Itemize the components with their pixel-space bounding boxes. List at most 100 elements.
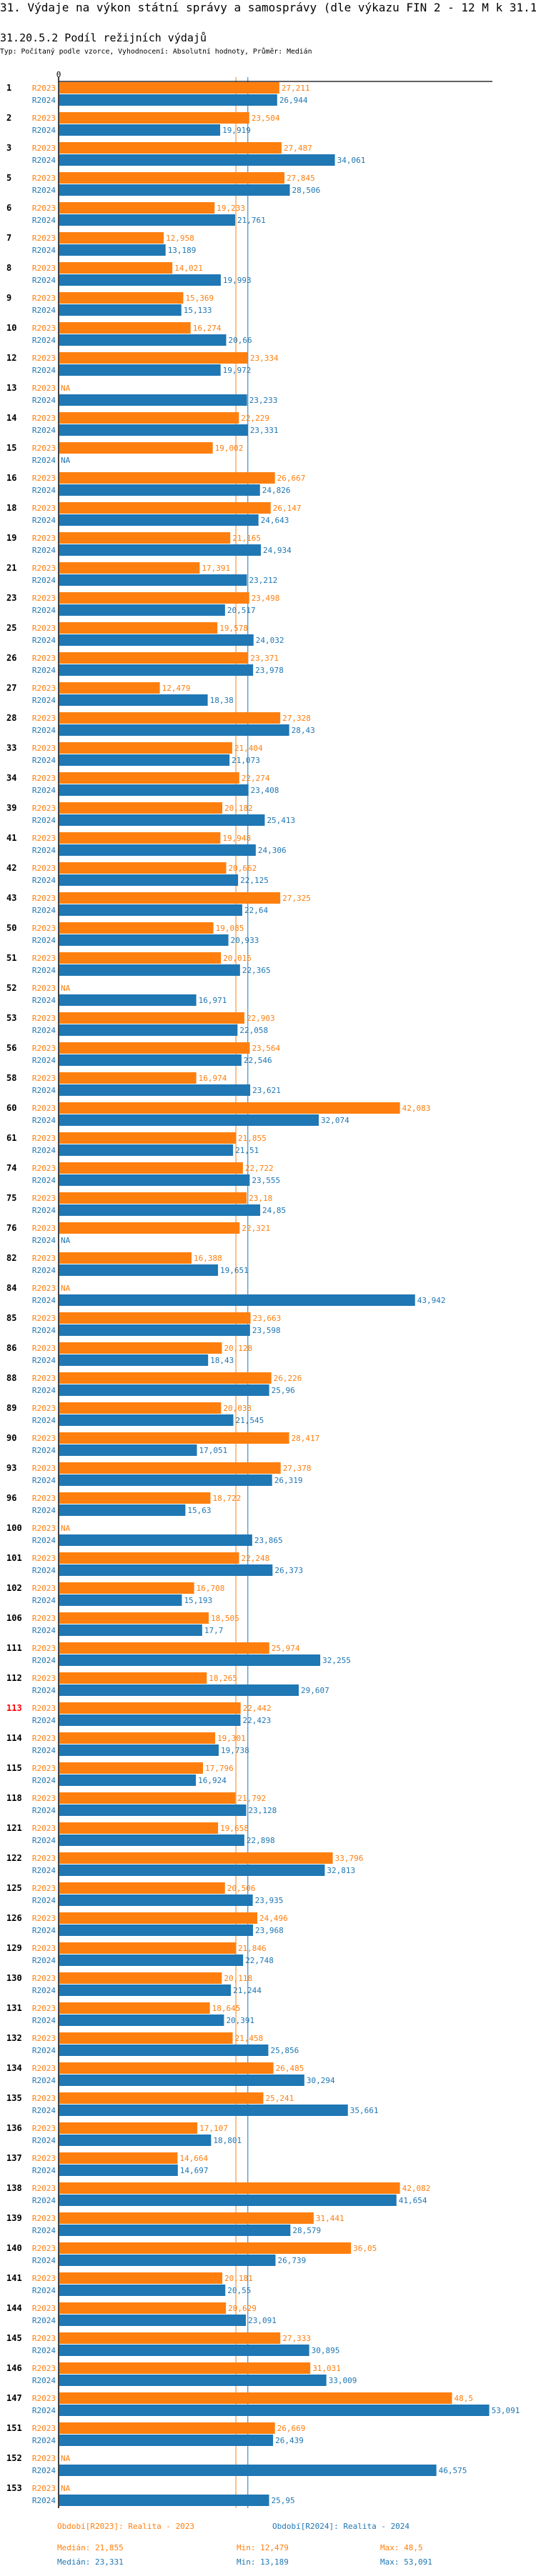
na-label: NA [61,456,71,465]
series-label: R2023 [32,984,56,993]
bar-r2024-23 [59,604,225,616]
data-label: 24,85 [262,1206,286,1215]
series-label: R2024 [32,1356,56,1365]
bar-r2023-60 [59,1102,400,1114]
bar-r2024-39 [59,814,265,826]
data-label: 30,294 [307,2076,335,2085]
data-label: 33,796 [335,1854,364,1863]
series-label: R2024 [32,1956,56,1965]
data-label: 25,974 [272,1644,300,1653]
group-label: 90 [6,1433,16,1443]
data-label: 32,813 [327,1866,355,1875]
series-label: R2023 [32,714,56,723]
data-label: 18,801 [213,2136,242,2145]
data-label: 21,244 [233,1986,262,1995]
bar-r2024-130 [59,1985,232,1996]
bar-r2024-41 [59,844,256,856]
data-label: 28,579 [292,2226,321,2235]
na-label: NA [61,384,71,393]
page-title: 31. Výdaje na výkon státní správy a samo… [0,1,536,14]
bar-r2024-126 [59,1924,254,1936]
data-label: 23,212 [249,576,277,585]
group-label: 52 [6,983,16,993]
series-label: R2023 [32,1374,56,1383]
chart-description: Typ: Počítaný podle vzorce, Vyhodnocení:… [0,48,312,56]
bar-r2024-144 [59,2315,247,2326]
data-label: 28,417 [292,1434,320,1443]
group-label: 125 [6,1883,22,1893]
data-label: 20,933 [231,936,259,945]
bar-r2024-153 [59,2495,269,2506]
data-label: 43,942 [417,1296,446,1305]
data-label: 19,993 [223,276,252,285]
group-label: 112 [6,1673,22,1683]
series-label: R2024 [32,516,56,525]
bar-r2023-8 [59,262,173,274]
group-label: 53 [6,1013,16,1023]
bar-r2023-102 [59,1582,194,1594]
data-label: 24,643 [261,516,289,525]
bar-r2023-61 [59,1132,237,1144]
data-label: 22,125 [240,876,269,885]
bar-r2024-121 [59,1834,244,1846]
data-label: 19,233 [217,204,245,213]
series-label: R2023 [32,1284,56,1293]
bar-r2023-89 [59,1402,222,1414]
data-label: 15,369 [185,294,214,303]
group-label: 14 [6,413,16,423]
group-label: 15 [6,443,16,453]
bar-r2024-137 [59,2165,178,2176]
bar-r2024-58 [59,1084,251,1096]
bar-r2023-129 [59,1942,236,1954]
series-label: R2023 [32,1614,56,1623]
data-label: 23,091 [248,2316,277,2325]
series-label: R2023 [32,654,56,663]
series-label: R2023 [32,294,56,303]
series-label: R2024 [32,1566,56,1575]
na-label: NA [61,1236,71,1245]
data-label: 22,274 [242,774,270,783]
series-label: R2024 [32,1416,56,1425]
bar-r2023-141 [59,2272,223,2284]
group-label: 131 [6,2003,22,2013]
data-label: 22,229 [241,414,269,423]
data-label: 20,118 [224,1974,252,1983]
bar-r2023-1 [59,82,279,94]
data-label: 15,193 [184,1596,212,1605]
bar-r2023-122 [59,1852,333,1864]
data-label: 22,898 [247,1836,275,1845]
bar-r2024-86 [59,1354,209,1366]
bar-r2023-146 [59,2362,311,2374]
data-label: 23,968 [255,1926,284,1935]
data-label: 32,074 [321,1116,349,1125]
data-label: 22,748 [245,1956,274,1965]
bar-r2024-118 [59,1804,247,1816]
bar-r2024-85 [59,1324,250,1336]
data-label: 18,645 [212,2004,241,2013]
group-label: 2 [6,113,11,123]
bar-r2023-39 [59,802,223,814]
series-label: R2023 [32,2304,56,2313]
data-label: 28,506 [292,186,321,195]
series-label: R2024 [32,1266,56,1275]
series-label: R2023 [32,1434,56,1443]
series-label: R2023 [32,1014,56,1023]
data-label: 26,319 [274,1476,303,1485]
series-label: R2023 [32,144,56,153]
series-label: R2023 [32,864,56,873]
group-label: 115 [6,1763,22,1773]
series-label: R2024 [32,816,56,825]
data-label: 23,128 [249,1806,277,1815]
min-r2024: Min: 13,189 [237,2557,289,2567]
bar-r2024-19 [59,544,262,556]
bar-r2024-52 [59,994,197,1006]
series-label: R2023 [32,2124,56,2133]
bar-r2024-56 [59,1054,242,1066]
bar-r2023-19 [59,532,231,544]
data-label: 19,658 [220,1824,249,1833]
data-label: 23,498 [252,594,280,603]
series-label: R2023 [32,2154,56,2163]
series-label: R2024 [32,1116,56,1125]
series-label: R2024 [32,2136,56,2145]
data-label: 31,031 [312,2364,341,2373]
